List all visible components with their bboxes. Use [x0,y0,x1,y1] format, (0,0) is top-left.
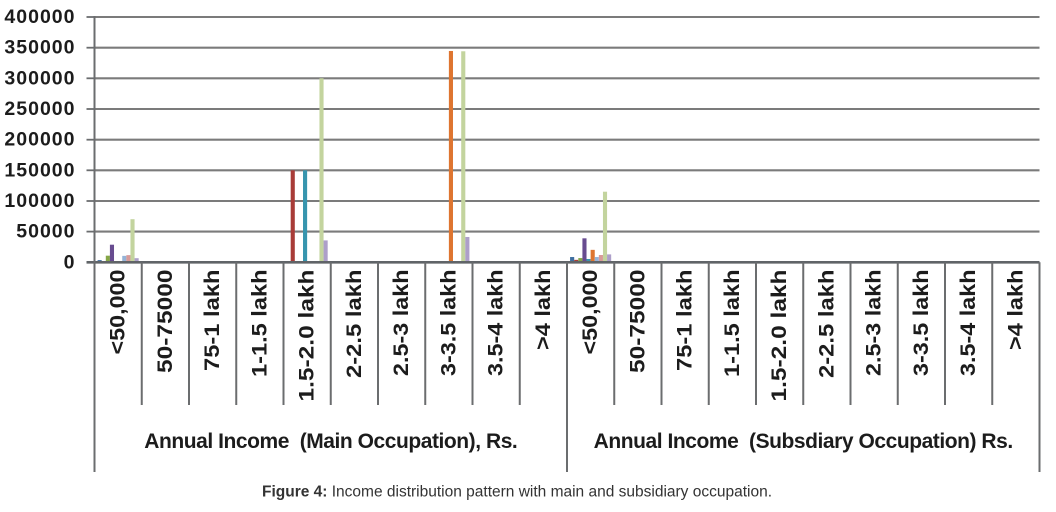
svg-text:Annual Income (Main Occupatio: Annual Income (Main Occupation), Rs. [144,430,517,453]
svg-text:<50,000: <50,000 [579,270,602,355]
svg-text:2-2.5 lakh: 2-2.5 lakh [815,270,838,379]
svg-text:1-1.5 lakh: 1-1.5 lakh [721,270,744,378]
svg-text:Annual Income (Subsdiary Occu: Annual Income (Subsdiary Occupation) Rs. [594,430,1013,453]
svg-text:3.5-4 lakh: 3.5-4 lakh [957,270,980,377]
svg-text:>4 lakh: >4 lakh [532,270,555,351]
svg-text:250000: 250000 [4,98,75,120]
svg-text:100000: 100000 [4,190,75,212]
svg-text:>4 lakh: >4 lakh [1004,270,1027,351]
svg-text:2.5-3 lakh: 2.5-3 lakh [390,270,413,377]
svg-text:3-3.5 lakh: 3-3.5 lakh [910,270,933,377]
svg-text:50000: 50000 [16,221,75,243]
svg-text:2.5-3 lakh: 2.5-3 lakh [863,270,886,377]
svg-text:1-1.5 lakh: 1-1.5 lakh [248,270,271,378]
svg-text:300000: 300000 [4,67,75,89]
svg-text:0: 0 [64,251,76,273]
svg-text:350000: 350000 [4,37,75,59]
svg-text:75-1 lakh: 75-1 lakh [674,270,697,372]
svg-text:150000: 150000 [4,159,75,181]
svg-text:400000: 400000 [4,6,75,28]
svg-text:50-75000: 50-75000 [626,270,649,374]
svg-text:75-1 lakh: 75-1 lakh [201,270,224,372]
svg-text:1.5-2.0 lakh: 1.5-2.0 lakh [296,270,319,402]
svg-text:Figure 4: Income distribution: Figure 4: Income distribution pattern wi… [262,484,772,501]
svg-text:2-2.5 lakh: 2-2.5 lakh [343,270,366,379]
svg-text:200000: 200000 [4,129,75,151]
svg-text:1.5-2.0 lakh: 1.5-2.0 lakh [768,270,791,402]
svg-text:50-75000: 50-75000 [154,270,177,374]
svg-text:<50,000: <50,000 [107,270,130,355]
svg-text:3.5-4 lakh: 3.5-4 lakh [485,270,508,377]
svg-text:3-3.5 lakh: 3-3.5 lakh [437,270,460,377]
